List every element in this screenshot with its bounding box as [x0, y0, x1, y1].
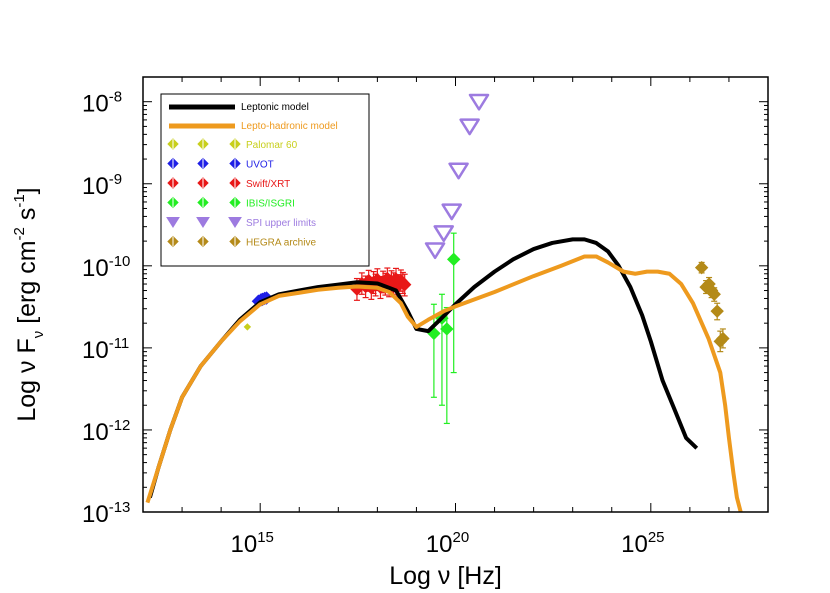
- point-spi-upper-limits: [441, 203, 462, 221]
- point-swift-xrt: [397, 277, 412, 292]
- point-ibis-isgri: [447, 252, 461, 267]
- point-palomar-60: [243, 323, 252, 331]
- point-spi-upper-limits: [448, 162, 469, 180]
- legend-label-swift-xrt: Swift/XRT: [246, 179, 290, 190]
- x-tick-labels: 1015 1020 1025: [230, 529, 664, 558]
- x-tick-label: 1015: [230, 529, 273, 558]
- point-spi-upper-limits: [424, 242, 446, 260]
- legend-marker-spi-upper-limits: [196, 217, 210, 229]
- series-line-leptonic-model: [147, 237, 699, 499]
- legend-box: [160, 93, 370, 267]
- legend-label-uvot: UVOT: [246, 160, 274, 171]
- point-hegra-archive: [707, 287, 721, 301]
- legend-label-lepto-hadronic-model: Lepto-hadronic model: [241, 121, 338, 132]
- point-spi-upper-limits: [468, 93, 490, 111]
- legend-label-leptonic-model: Leptonic model: [241, 102, 309, 113]
- legend-label-ibis-isgri: IBIS/ISGRI: [246, 199, 295, 210]
- legend-marker-spi-upper-limits: [228, 217, 242, 229]
- x-tick-label: 1020: [426, 529, 469, 558]
- point-spi-upper-limits: [459, 118, 480, 136]
- x-axis-label: Log ν [Hz]: [389, 562, 502, 590]
- point-spi-upper-limits: [433, 225, 454, 243]
- y-tick-label: 10-9: [82, 171, 122, 200]
- axis-ticks: [142, 76, 769, 513]
- x-tick-label: 1025: [621, 529, 664, 558]
- point-ibis-isgri: [440, 322, 454, 336]
- y-tick-label: 10-12: [82, 417, 130, 446]
- y-axis-label: Log ν Fν [erg cm-2 s-1]: [11, 187, 47, 421]
- point-hegra-archive: [694, 260, 709, 275]
- series-line-lepto-hadronic-model: [145, 254, 743, 512]
- legend-marker-spi-upper-limits: [166, 217, 180, 229]
- y-tick-labels: 10-8 10-9 10-10 10-11 10-12 10-13: [82, 89, 130, 528]
- legend-label-palomar-60: Palomar 60: [246, 140, 298, 151]
- y-tick-label: 10-10: [82, 253, 130, 282]
- y-tick-label: 10-13: [82, 499, 130, 528]
- point-hegra-archive: [716, 331, 730, 346]
- plot-data: [145, 93, 743, 512]
- y-tick-label: 10-8: [82, 89, 122, 118]
- legend-label-spi-upper-limits: SPI upper limits: [246, 218, 316, 229]
- legend: Leptonic model Lepto-hadronic model Paloma…: [160, 93, 370, 267]
- legend-label-hegra-archive: HEGRA archive: [246, 238, 316, 249]
- point-hegra-archive: [710, 304, 724, 318]
- y-tick-label: 10-11: [82, 335, 129, 364]
